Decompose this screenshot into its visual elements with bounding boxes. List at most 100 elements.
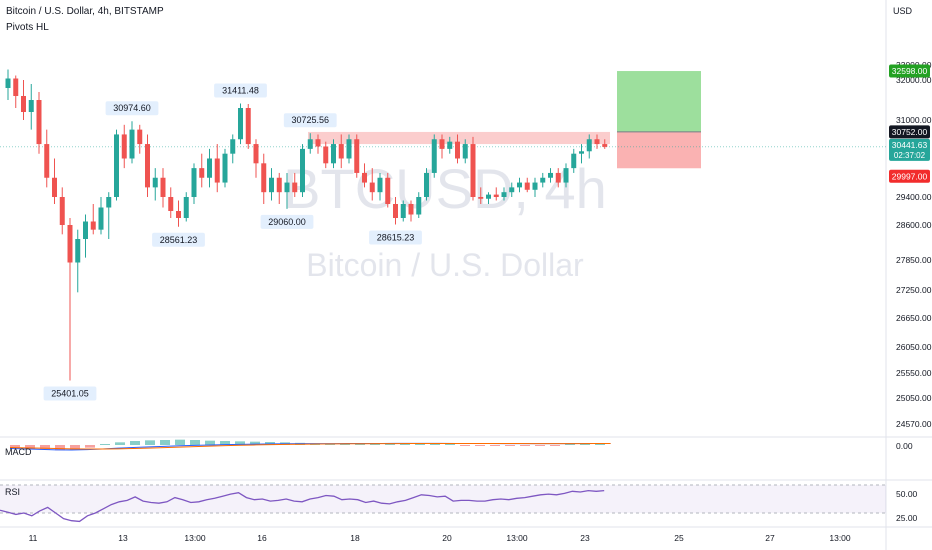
watermark-symbol: BTCUSD, 4h (283, 157, 607, 220)
candle-body (44, 144, 50, 178)
price-axis-label: 27850.00 (896, 255, 932, 265)
pivot-label-box (105, 101, 159, 116)
time-axis-label: 27 (765, 533, 775, 543)
candle-body (28, 100, 34, 112)
pivot-label: 29060.00 (268, 217, 306, 227)
candle-body (129, 129, 135, 159)
rsi-band (0, 485, 886, 513)
candle-body (183, 197, 189, 218)
candle-body (377, 177, 383, 193)
last-price-badge: 30441.63 (892, 140, 928, 150)
pivot-label-box (283, 113, 337, 128)
macd-histogram-bar (520, 445, 530, 446)
price-axis-label: 26650.00 (896, 313, 932, 323)
time-axis-label: 13:00 (184, 533, 206, 543)
macd-histogram-bar (445, 444, 455, 445)
macd-histogram-bar (115, 442, 125, 445)
candle-body (21, 96, 26, 112)
macd-histogram-bar (550, 445, 560, 446)
macd-histogram-bar (235, 441, 245, 445)
candle-body (540, 177, 546, 183)
macd-histogram-bar (505, 445, 515, 446)
macd-histogram-bar (340, 444, 350, 445)
macd-histogram-bar (55, 445, 65, 451)
macd-histogram-bar (430, 444, 440, 445)
candle-body (238, 108, 243, 140)
candle-body (121, 134, 127, 159)
macd-histogram-bar (25, 445, 35, 450)
candle-body (447, 141, 453, 149)
symbol-title[interactable]: Bitcoin / U.S. Dollar, 4h, BITSTAMP (6, 6, 164, 17)
price-axis-label: 28600.00 (896, 220, 932, 230)
time-axis-label: 18 (350, 533, 360, 543)
candle-body (362, 172, 367, 183)
macd-histogram-bar (70, 445, 80, 450)
position-stop-zone[interactable] (617, 131, 701, 169)
rsi-title[interactable]: RSI (5, 487, 20, 497)
macd-histogram-bar (565, 444, 575, 445)
candle-body (493, 194, 499, 197)
macd-histogram-bar (595, 444, 605, 445)
macd-histogram-bar (160, 440, 170, 445)
candle-body (145, 144, 150, 188)
candle-body (579, 151, 584, 154)
stop-price-badge-box (889, 169, 930, 183)
time-axis-label: 13:00 (506, 533, 528, 543)
candle-body (501, 192, 507, 197)
time-axis-label: 20 (442, 533, 452, 543)
macd-histogram-bar (535, 445, 545, 446)
candle-body (292, 182, 298, 193)
time-axis-label: 13 (118, 533, 128, 543)
candle-body (261, 163, 267, 193)
candle-body (509, 187, 515, 193)
rsi-line (0, 489, 605, 523)
macd-signal-line (9, 442, 611, 450)
last-price-badge-box (889, 138, 930, 161)
macd-title[interactable]: MACD (5, 447, 32, 457)
target-price-badge: 32598.00 (892, 66, 928, 76)
candle-body (524, 182, 530, 190)
candle-body (439, 139, 445, 149)
macd-histogram-bar (205, 440, 215, 445)
candle-body (486, 194, 491, 199)
candle-body (191, 168, 197, 197)
macd-histogram-bar (190, 440, 200, 445)
resistance-zone[interactable] (308, 131, 610, 145)
macd-histogram-bar (355, 444, 365, 445)
rsi-axis-label: 25.00 (896, 513, 918, 523)
candle-body (315, 139, 321, 147)
macd-histogram-bar (400, 444, 410, 445)
candle-body (307, 139, 313, 149)
macd-histogram-bar (475, 445, 485, 446)
price-axis-label: 24570.00 (896, 419, 932, 429)
candle-body (586, 139, 592, 152)
macd-histogram-bar (175, 439, 185, 445)
target-price-badge-box (889, 64, 930, 78)
candle-body (98, 207, 104, 230)
pivot-label-box (214, 83, 267, 98)
position-target-zone[interactable] (617, 71, 701, 132)
rsi-axis-label: 50.00 (896, 489, 918, 499)
price-axis-label: 32000.00 (896, 75, 932, 85)
bar-countdown: 02:37:02 (894, 151, 926, 160)
candle-body (602, 144, 608, 147)
candle-body (276, 177, 282, 193)
candle-body (269, 177, 274, 193)
macd-histogram-bar (145, 440, 155, 445)
macd-histogram-bar (85, 445, 95, 448)
entry-price-badge: 30752.00 (892, 127, 928, 137)
entry-price-badge-box (889, 125, 930, 139)
candle-body (455, 141, 460, 159)
candle-body (594, 139, 600, 145)
candle-body (207, 158, 212, 178)
macd-histogram-bar (40, 445, 50, 450)
candle-body (137, 129, 143, 145)
pivot-label-box (43, 386, 97, 401)
candle-body (338, 144, 344, 159)
candle-body (532, 182, 538, 190)
candle-body (300, 148, 305, 193)
indicator-label[interactable]: Pivots HL (6, 22, 49, 33)
macd-histogram-bar (460, 445, 470, 446)
candle-body (59, 197, 65, 225)
